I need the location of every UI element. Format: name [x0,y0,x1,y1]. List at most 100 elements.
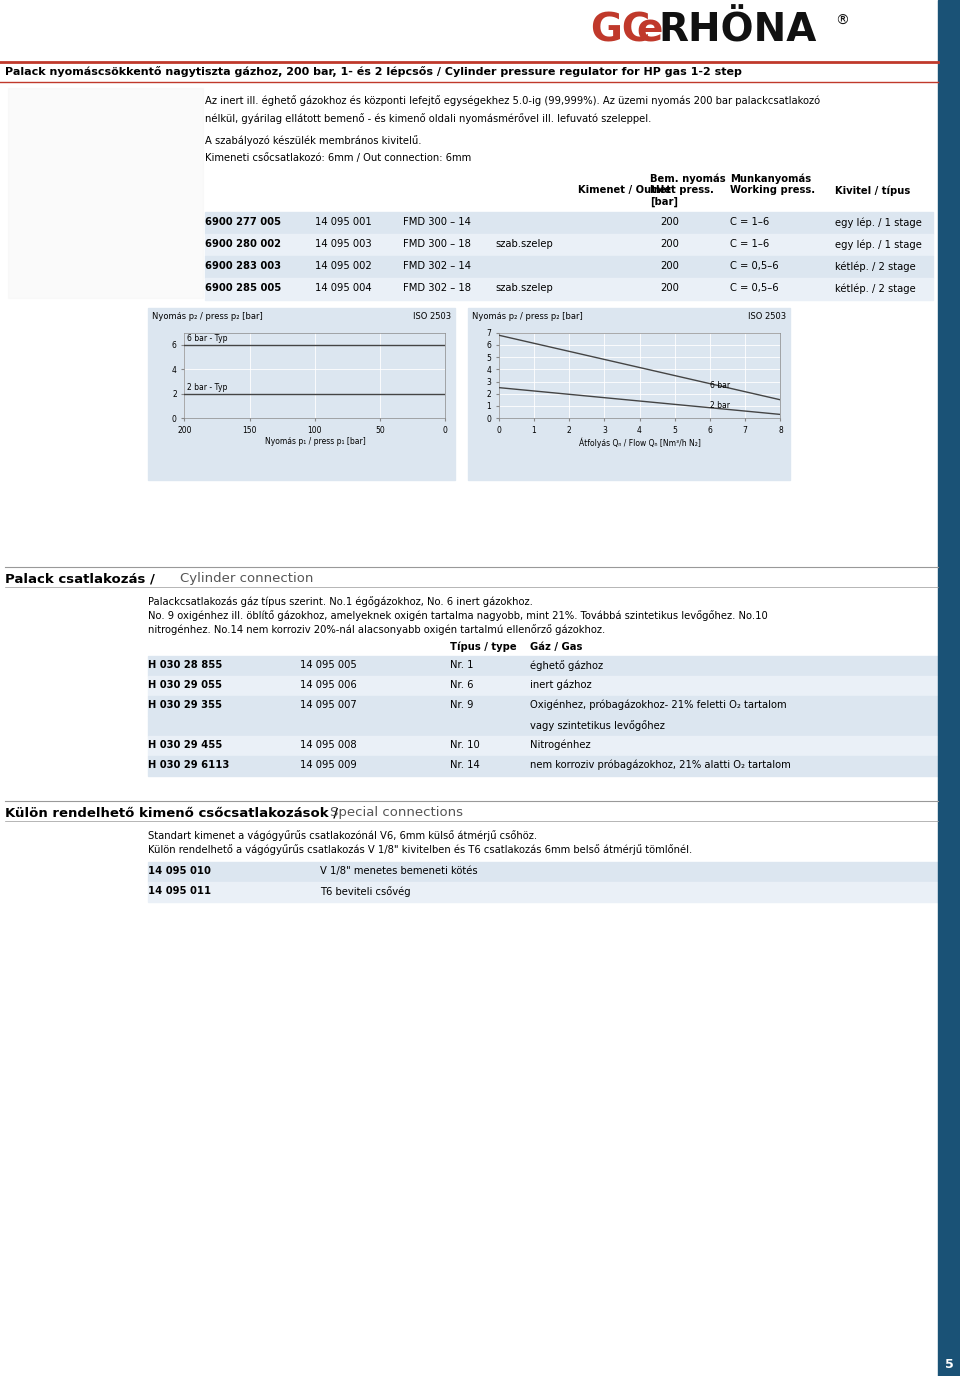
Text: egy lép. / 1 stage: egy lép. / 1 stage [835,239,922,249]
Text: C = 0,5–6: C = 0,5–6 [730,283,779,293]
Text: Standart kimenet a vágógyűrűs csatlakozónál V6, 6mm külső átmérjű csőhöz.: Standart kimenet a vágógyűrűs csatlakozó… [148,830,538,841]
Text: szab.szelep: szab.szelep [495,283,553,293]
Bar [148,696,938,716]
Text: Külön rendelhető a vágógyűrűs csatlakozás V 1/8" kivitelben és T6 csatlakozás 6m: Külön rendelhető a vágógyűrűs csatlakozá… [148,843,692,854]
Bar [148,882,938,903]
X-axis label: Átfolyás Qₙ / Flow Qₙ [Nm³/h N₂]: Átfolyás Qₙ / Flow Qₙ [Nm³/h N₂] [579,438,701,449]
Text: Working press.: Working press. [730,184,815,195]
Bar [205,256,933,278]
Bar [205,234,933,256]
Text: nem korroziv próbagázokhoz, 21% alatti O₂ tartalom: nem korroziv próbagázokhoz, 21% alatti O… [530,760,791,771]
Text: A szabályozó készülék membrános kivitelű.: A szabályozó készülék membrános kivitelű… [205,135,421,146]
Text: Típus / type: Típus / type [450,643,516,652]
Text: egy lép. / 1 stage: egy lép. / 1 stage [835,217,922,227]
Text: 6 bar - Typ: 6 bar - Typ [187,334,228,343]
Text: Palack nyomáscsökkentő nagytiszta gázhoz, 200 bar, 1- és 2 lépcsős / Cylinder pr: Palack nyomáscsökkentő nagytiszta gázhoz… [5,66,742,77]
Text: 14 095 009: 14 095 009 [300,760,357,771]
Text: kétlép. / 2 stage: kétlép. / 2 stage [835,261,916,271]
Text: ISO 2503: ISO 2503 [748,312,786,321]
Text: Inlet press.: Inlet press. [650,184,714,195]
X-axis label: Nyomás p₁ / press p₁ [bar]: Nyomás p₁ / press p₁ [bar] [265,438,366,446]
Text: 14 095 001: 14 095 001 [315,217,372,227]
Text: Palackcsatlakozás gáz típus szerint. No.1 égőgázokhoz, No. 6 inert gázokhoz.: Palackcsatlakozás gáz típus szerint. No.… [148,596,533,607]
Text: Nyomás p₂ / press p₂ [bar]: Nyomás p₂ / press p₂ [bar] [472,312,583,321]
Text: Special connections: Special connections [330,806,463,819]
Text: Gáz / Gas: Gáz / Gas [530,643,583,652]
Bar [148,308,455,480]
Text: T6 beviteli csővég: T6 beviteli csővég [320,886,411,897]
Text: GC: GC [590,12,650,50]
Text: RHÖNA: RHÖNA [658,12,816,50]
Text: 14 095 003: 14 095 003 [315,239,372,249]
Bar [148,861,938,882]
Bar [938,0,960,1376]
Text: 2 bar - Typ: 2 bar - Typ [187,383,228,392]
Text: 5: 5 [945,1358,953,1370]
Text: FMD 302 – 14: FMD 302 – 14 [403,261,471,271]
Text: Cylinder connection: Cylinder connection [180,572,313,585]
Text: 6900 283 003: 6900 283 003 [205,261,281,271]
Text: H 030 29 455: H 030 29 455 [148,740,223,750]
Text: H 030 29 355: H 030 29 355 [148,700,222,710]
Text: 200: 200 [660,239,679,249]
Text: 2 bar: 2 bar [710,402,730,410]
Text: 200: 200 [660,217,679,227]
Text: vagy szintetikus levőgőhez: vagy szintetikus levőgőhez [530,720,665,731]
Text: Palack csatlakozás /: Palack csatlakozás / [5,572,159,585]
Text: nitrogénhez. No.14 nem korroziv 20%-nál alacsonyabb oxigén tartalmú ellenőrző gá: nitrogénhez. No.14 nem korroziv 20%-nál … [148,623,605,634]
Text: nélkül, gyárilag ellátott bemenő - és kimenő oldali nyomásmérővel ill. lefuvató : nélkül, gyárilag ellátott bemenő - és ki… [205,113,652,124]
Bar [205,278,933,300]
Text: Kivitel / típus: Kivitel / típus [835,184,910,195]
Text: Kimeneti csőcsatlakozó: 6mm / Out connection: 6mm: Kimeneti csőcsatlakozó: 6mm / Out connec… [205,153,471,162]
Text: inert gázhoz: inert gázhoz [530,680,591,691]
Text: FMD 300 – 14: FMD 300 – 14 [403,217,470,227]
Text: 14 095 002: 14 095 002 [315,261,372,271]
Text: 14 095 005: 14 095 005 [300,660,357,670]
Text: Munkanyomás: Munkanyomás [730,173,811,183]
Text: Nr. 14: Nr. 14 [450,760,480,771]
Bar [148,755,938,776]
Text: kétlép. / 2 stage: kétlép. / 2 stage [835,283,916,293]
Bar [8,88,203,299]
Text: ®: ® [835,14,849,28]
Text: 14 095 010: 14 095 010 [148,866,211,877]
Bar [148,676,938,696]
Text: Nitrogénhez: Nitrogénhez [530,740,590,750]
Text: Oxigénhez, próbagázokhoz- 21% feletti O₂ tartalom: Oxigénhez, próbagázokhoz- 21% feletti O₂… [530,700,786,710]
Text: 200: 200 [660,283,679,293]
Text: H 030 29 6113: H 030 29 6113 [148,760,229,771]
Text: 6900 280 002: 6900 280 002 [205,239,281,249]
Text: Külön rendelhető kimenő csőcsatlakozások /: Külön rendelhető kimenő csőcsatlakozások… [5,806,343,819]
Bar [148,656,938,676]
Text: FMD 300 – 18: FMD 300 – 18 [403,239,470,249]
Text: 200: 200 [660,261,679,271]
Text: 6 bar: 6 bar [710,381,731,389]
Bar [468,308,790,480]
Text: éghető gázhoz: éghető gázhoz [530,660,603,671]
Text: Kimenet / Outlet: Kimenet / Outlet [578,184,671,195]
Text: 14 095 006: 14 095 006 [300,680,357,689]
Bar [148,716,938,736]
Text: 14 095 011: 14 095 011 [148,886,211,896]
Text: FMD 302 – 18: FMD 302 – 18 [403,283,471,293]
Text: Nr. 6: Nr. 6 [450,680,473,689]
Text: 6900 285 005: 6900 285 005 [205,283,281,293]
Text: Nr. 9: Nr. 9 [450,700,473,710]
Text: szab.szelep: szab.szelep [495,239,553,249]
Text: Bem. nyomás: Bem. nyomás [650,173,726,183]
Text: Az inert ill. éghető gázokhoz és központi lefejtő egységekhez 5.0-ig (99,999%). : Az inert ill. éghető gázokhoz és központ… [205,95,820,106]
Text: ISO 2503: ISO 2503 [413,312,451,321]
Bar [205,212,933,234]
Text: 14 095 007: 14 095 007 [300,700,357,710]
Text: 14 095 004: 14 095 004 [315,283,372,293]
Text: 14 095 008: 14 095 008 [300,740,356,750]
Text: C = 0,5–6: C = 0,5–6 [730,261,779,271]
Text: H 030 28 855: H 030 28 855 [148,660,223,670]
Text: C = 1–6: C = 1–6 [730,239,769,249]
Text: e: e [636,12,662,50]
Text: Nyomás p₂ / press p₂ [bar]: Nyomás p₂ / press p₂ [bar] [152,312,263,321]
Text: [bar]: [bar] [650,197,678,208]
Text: V 1/8" menetes bemeneti kötés: V 1/8" menetes bemeneti kötés [320,866,478,877]
Text: Nr. 10: Nr. 10 [450,740,480,750]
Text: Nr. 1: Nr. 1 [450,660,473,670]
